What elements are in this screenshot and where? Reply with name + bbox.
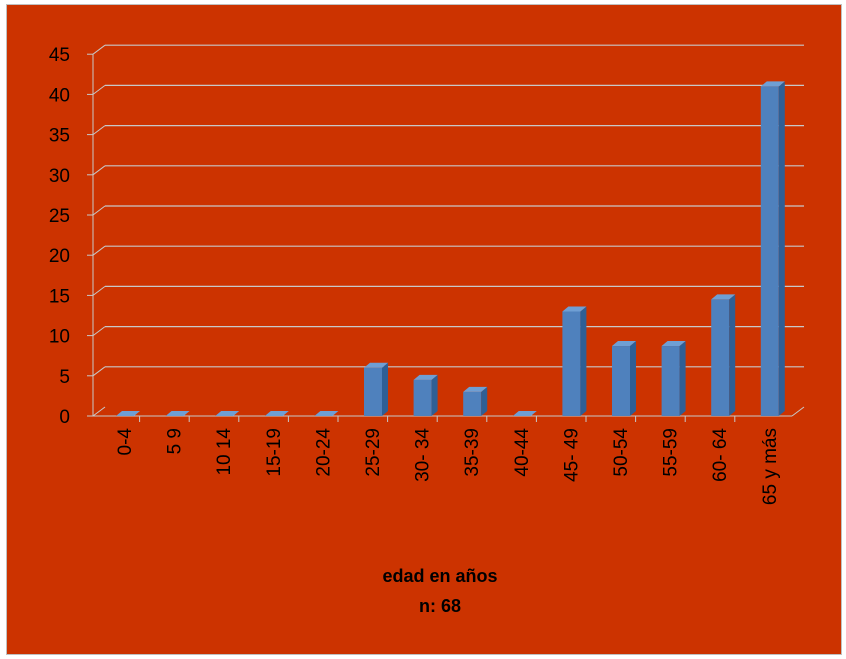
x-tick-label: 15-19 bbox=[264, 428, 285, 477]
bars bbox=[116, 81, 785, 417]
bar bbox=[562, 306, 587, 416]
bar-front bbox=[364, 367, 382, 416]
gridline-depth bbox=[92, 366, 106, 377]
bar-side bbox=[431, 374, 438, 416]
gridline-depth bbox=[92, 44, 106, 55]
chart-area bbox=[6, 4, 842, 655]
bar bbox=[760, 81, 785, 417]
gridline-depth bbox=[92, 205, 106, 216]
x-axis-ticks: 0-4 5 9 10 14 15-19 20-24 25-29 30- 34 35-39 40-… bbox=[115, 416, 781, 505]
y-tick-label: 10 bbox=[49, 327, 70, 348]
bar-top bbox=[711, 294, 736, 300]
bar-top bbox=[165, 411, 190, 416]
bar-top bbox=[364, 362, 388, 368]
bar-front bbox=[612, 346, 630, 416]
bar-side bbox=[481, 386, 488, 416]
gridlines bbox=[87, 44, 805, 417]
x-tick-label: 5 9 bbox=[165, 428, 186, 454]
bar bbox=[364, 362, 388, 416]
x-tick-label: 50-54 bbox=[611, 428, 632, 477]
y-tick-label: 35 bbox=[49, 126, 70, 147]
gridline-depth bbox=[92, 125, 106, 136]
x-tick-label: 10 14 bbox=[214, 428, 235, 476]
x-tick-label: 20-24 bbox=[313, 428, 334, 477]
x-tick-label: 30- 34 bbox=[413, 428, 434, 482]
bar bbox=[116, 411, 140, 416]
bar bbox=[612, 341, 636, 416]
y-tick-label: 20 bbox=[49, 246, 70, 267]
x-axis-title: edad en años bbox=[382, 566, 497, 586]
gridline-depth bbox=[92, 326, 106, 337]
x-tick-label: 65 y más bbox=[760, 428, 781, 505]
gridline-depth bbox=[92, 165, 106, 176]
floor-edge bbox=[92, 406, 106, 417]
sample-size-label: n: 68 bbox=[419, 596, 461, 616]
bar-front bbox=[562, 311, 581, 416]
y-tick-label: 30 bbox=[49, 166, 70, 187]
bar bbox=[215, 411, 240, 416]
y-axis-ticks: 0 5 10 15 20 25 30 35 40 45 bbox=[49, 45, 70, 428]
bar bbox=[264, 411, 289, 416]
bar-front bbox=[711, 299, 730, 416]
bar bbox=[413, 374, 438, 416]
bar-side bbox=[580, 306, 587, 416]
y-tick-label: 45 bbox=[49, 45, 70, 66]
gridline-depth bbox=[92, 85, 106, 95]
x-tick-label: 55-59 bbox=[661, 428, 682, 477]
bar-side bbox=[630, 341, 636, 416]
bar-top bbox=[413, 374, 438, 380]
bar-front bbox=[463, 391, 482, 416]
bar-top bbox=[116, 411, 140, 416]
bar-top bbox=[612, 341, 636, 347]
bar bbox=[512, 411, 537, 416]
y-tick-label: 0 bbox=[59, 407, 70, 428]
bar-top bbox=[215, 411, 240, 416]
gridline-depth bbox=[92, 285, 106, 296]
x-tick-label: 35-39 bbox=[462, 428, 483, 477]
bar-top bbox=[661, 341, 686, 347]
gridline-depth bbox=[92, 245, 106, 256]
floor-right-edge bbox=[791, 406, 805, 417]
y-tick-label: 5 bbox=[59, 367, 70, 388]
bar bbox=[463, 386, 488, 416]
bar-front bbox=[760, 86, 779, 417]
x-tick-label: 60- 64 bbox=[710, 428, 731, 482]
x-tick-label: 25-29 bbox=[363, 428, 384, 477]
y-tick-label: 40 bbox=[49, 85, 70, 106]
bar-side bbox=[679, 341, 686, 416]
bar bbox=[711, 294, 736, 416]
bar-top bbox=[463, 386, 488, 392]
bar-top bbox=[512, 411, 537, 416]
x-tick-label: 40-44 bbox=[512, 428, 533, 477]
bar-side bbox=[382, 362, 388, 416]
x-tick-label: 45- 49 bbox=[561, 428, 582, 482]
bar-top bbox=[264, 411, 289, 416]
bar-top bbox=[562, 306, 587, 312]
x-tick-label: 0-4 bbox=[115, 428, 136, 456]
bar bbox=[165, 411, 190, 416]
bar-top bbox=[760, 81, 785, 87]
bar bbox=[661, 341, 686, 416]
bar-side bbox=[778, 81, 785, 417]
bar-front bbox=[661, 346, 680, 416]
y-tick-label: 25 bbox=[49, 206, 70, 227]
y-tick-label: 15 bbox=[49, 286, 70, 307]
bar-top bbox=[314, 411, 339, 416]
bar bbox=[314, 411, 339, 416]
bar-side bbox=[729, 294, 736, 416]
bar-front bbox=[413, 379, 432, 416]
